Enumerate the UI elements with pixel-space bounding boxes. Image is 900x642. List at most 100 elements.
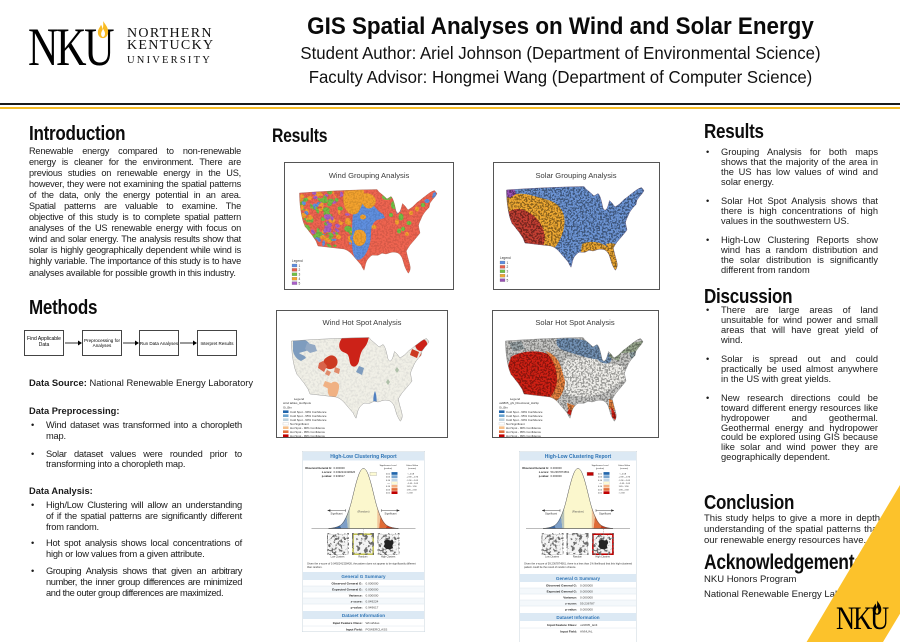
svg-text:-1.65 - 1.65: -1.65 - 1.65	[407, 483, 418, 485]
svg-text:Hot Spot - 90% Confidence: Hot Spot - 90% Confidence	[506, 426, 541, 430]
svg-text:0.0492241328426: 0.0492241328426	[334, 470, 356, 474]
svg-text:wind tables_HotSpots: wind tables_HotSpots	[283, 401, 312, 405]
svg-text:-2.58 - -1.96: -2.58 - -1.96	[619, 477, 631, 479]
svg-text:Expected General G:: Expected General G:	[547, 589, 577, 593]
svg-text:(z-score): (z-score)	[408, 467, 417, 470]
svg-text:< -2.58: < -2.58	[407, 472, 414, 475]
svg-text:Significant: Significant	[545, 512, 557, 516]
svg-text:1: 1	[299, 263, 301, 267]
svg-text:4: 4	[299, 277, 301, 281]
svg-text:0.10: 0.10	[386, 486, 391, 488]
svg-text:z-score:: z-score:	[322, 470, 332, 474]
svg-text:Cold Spot - 95% Confidence: Cold Spot - 95% Confidence	[506, 414, 543, 418]
svg-text:> 2.58: > 2.58	[619, 492, 626, 495]
svg-text:----: ----	[599, 483, 602, 485]
svg-text:(Random): (Random)	[572, 510, 584, 514]
svg-text:pattern could be the result of: pattern could be the result of random ch…	[524, 565, 576, 569]
svg-text:z-score:: z-score:	[539, 470, 549, 474]
svg-text:1: 1	[507, 260, 509, 264]
svg-text:-1.96 - -1.65: -1.96 - -1.65	[619, 480, 631, 482]
svg-text:High Clusters: High Clusters	[596, 556, 611, 559]
svg-text:Random: Random	[573, 556, 582, 559]
svg-text:Significant: Significant	[331, 512, 343, 516]
svg-text:3: 3	[299, 272, 301, 276]
svg-text:Significance Level: Significance Level	[380, 465, 397, 467]
svg-text:Input Feature Class:: Input Feature Class:	[333, 621, 363, 625]
svg-text:(Random): (Random)	[358, 510, 370, 514]
svg-text:p-value:: p-value:	[322, 474, 332, 478]
svg-text:Cold Spot - 99% Confidence: Cold Spot - 99% Confidence	[290, 410, 327, 414]
svg-text:0.01: 0.01	[598, 493, 603, 495]
svg-text:0.000000: 0.000000	[551, 474, 563, 478]
svg-text:Not Significant: Not Significant	[506, 422, 525, 426]
svg-text:1.65 - 1.96: 1.65 - 1.96	[619, 486, 630, 488]
svg-text:Random: Random	[358, 556, 367, 559]
svg-text:0.10: 0.10	[598, 480, 603, 482]
svg-text:z-score:: z-score:	[565, 601, 577, 605]
svg-text:0.05: 0.05	[386, 477, 391, 479]
svg-text:> 2.58: > 2.58	[407, 492, 414, 495]
svg-text:0.10: 0.10	[386, 480, 391, 482]
svg-text:z-score:: z-score:	[351, 599, 363, 603]
svg-text:(p-value): (p-value)	[384, 468, 393, 470]
svg-text:Significant: Significant	[599, 512, 611, 516]
svg-text:Observed General G:: Observed General G:	[305, 466, 332, 470]
svg-text:Dataset Information: Dataset Information	[342, 613, 385, 618]
svg-text:5: 5	[507, 278, 509, 282]
svg-text:us9805_ghi_Directional_HotSp: us9805_ghi_Directional_HotSp	[499, 401, 539, 405]
svg-text:Legend: Legend	[292, 259, 303, 263]
svg-text:Low Clusters: Low Clusters	[331, 556, 346, 559]
svg-text:Hot Spot - 99% Confidence: Hot Spot - 99% Confidence	[290, 434, 325, 437]
svg-text:General G Summary: General G Summary	[556, 576, 601, 581]
svg-text:Hot Spot - 95% Confidence: Hot Spot - 95% Confidence	[506, 430, 541, 434]
svg-text:0.000000: 0.000000	[551, 466, 563, 470]
svg-text:Variance:: Variance:	[563, 595, 577, 599]
svg-text:Wind Hot Spot Analysis: Wind Hot Spot Analysis	[323, 318, 402, 327]
svg-text:Input Field:: Input Field:	[346, 628, 363, 632]
svg-text:p-value:: p-value:	[565, 607, 577, 611]
svg-text:----: ----	[387, 483, 390, 485]
svg-text:Input Feature Class:: Input Feature Class:	[547, 623, 577, 627]
svg-text:Hot Spot - 95% Confidence: Hot Spot - 95% Confidence	[290, 430, 325, 434]
svg-text:High-Low Clustering Report: High-Low Clustering Report	[330, 454, 397, 460]
svg-text:2: 2	[507, 265, 509, 269]
svg-text:Wind Grouping Analysis: Wind Grouping Analysis	[329, 171, 410, 180]
svg-text:Legend: Legend	[294, 397, 305, 401]
svg-text:Expected General G:: Expected General G:	[332, 587, 362, 591]
svg-text:0.949617: 0.949617	[366, 605, 379, 609]
svg-text:Significance Level: Significance Level	[592, 465, 609, 467]
svg-text:Legend: Legend	[500, 256, 511, 260]
svg-text:WindAtlas: WindAtlas	[366, 621, 380, 625]
svg-text:General G Summary: General G Summary	[341, 574, 386, 579]
svg-text:Solar Grouping Analysis: Solar Grouping Analysis	[535, 171, 616, 180]
svg-text:Solar Hot Spot Analysis: Solar Hot Spot Analysis	[535, 318, 615, 327]
svg-text:0.01: 0.01	[598, 473, 603, 475]
svg-text:0.000000: 0.000000	[580, 583, 593, 587]
svg-text:us9805_latilt: us9805_latilt	[580, 623, 598, 627]
svg-text:Observed General G:: Observed General G:	[546, 583, 577, 587]
svg-text:59.2367874561: 59.2367874561	[551, 470, 570, 474]
svg-text:p-value:: p-value:	[351, 605, 363, 609]
svg-text:-1.65 - 1.65: -1.65 - 1.65	[619, 483, 630, 485]
svg-text:0.049224: 0.049224	[366, 599, 379, 603]
svg-text:High-Low Clustering Report: High-Low Clustering Report	[545, 454, 612, 460]
svg-text:Input Field:: Input Field:	[560, 630, 577, 634]
svg-text:0.000000: 0.000000	[334, 466, 346, 470]
svg-text:Legend: Legend	[510, 397, 521, 401]
svg-text:0.000000: 0.000000	[580, 607, 593, 611]
svg-text:ANNUAL: ANNUAL	[580, 630, 593, 634]
svg-text:Given the z-score of 0.0492241: Given the z-score of 0.0492241328426, th…	[307, 562, 416, 566]
svg-text:Hot Spot - 90% Confidence: Hot Spot - 90% Confidence	[290, 426, 325, 430]
svg-text:Gi_Bin: Gi_Bin	[499, 405, 508, 409]
svg-text:-1.96 - -1.65: -1.96 - -1.65	[407, 480, 419, 482]
svg-text:0.949617: 0.949617	[334, 474, 346, 478]
svg-text:0.01: 0.01	[386, 473, 391, 475]
svg-text:Dataset Information: Dataset Information	[556, 615, 599, 620]
svg-text:Cold Spot - 95% Confidence: Cold Spot - 95% Confidence	[290, 414, 327, 418]
svg-text:Cold Spot - 99% Confidence: Cold Spot - 99% Confidence	[506, 410, 543, 414]
svg-text:Observed General G:: Observed General G:	[332, 581, 363, 585]
svg-text:0.000000: 0.000000	[580, 589, 593, 593]
svg-text:Cold Spot - 90% Confidence: Cold Spot - 90% Confidence	[506, 418, 543, 422]
svg-text:< -2.58: < -2.58	[619, 472, 626, 475]
svg-text:1.96 - 2.58: 1.96 - 2.58	[407, 489, 418, 491]
